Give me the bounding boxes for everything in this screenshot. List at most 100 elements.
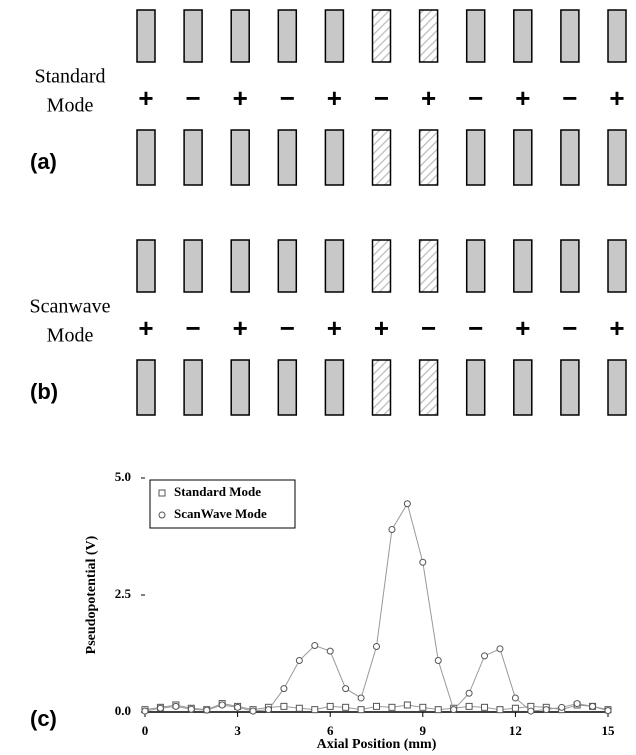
data-point bbox=[311, 642, 319, 650]
electrode bbox=[277, 9, 298, 63]
data-point bbox=[311, 706, 319, 714]
data-point bbox=[419, 558, 427, 566]
data-point bbox=[357, 706, 365, 714]
data-point bbox=[388, 703, 396, 711]
mode-label: Standard bbox=[34, 66, 105, 88]
electrode bbox=[513, 9, 533, 63]
polarity-sign: − bbox=[562, 83, 577, 113]
data-point bbox=[496, 706, 504, 714]
electrode bbox=[324, 129, 345, 186]
data-point bbox=[573, 700, 581, 708]
data-point bbox=[295, 704, 303, 712]
electrode bbox=[607, 9, 627, 63]
mode-label: Mode bbox=[47, 95, 94, 117]
legend-box bbox=[149, 479, 296, 529]
panel-label: (a) bbox=[30, 149, 57, 174]
data-point bbox=[172, 702, 180, 710]
polarity-sign: + bbox=[327, 313, 342, 343]
data-point bbox=[156, 704, 164, 712]
data-point bbox=[511, 694, 519, 702]
data-point bbox=[326, 647, 334, 655]
electrode bbox=[230, 239, 250, 293]
electrode bbox=[324, 239, 345, 293]
y-tick-label: 0.0 bbox=[115, 703, 131, 718]
data-point bbox=[357, 694, 365, 702]
electrode bbox=[418, 359, 439, 416]
data-point bbox=[465, 702, 473, 710]
electrode bbox=[465, 239, 486, 293]
polarity-sign: − bbox=[562, 313, 577, 343]
electrode bbox=[183, 239, 203, 293]
panel-label: (c) bbox=[30, 706, 57, 731]
electrode bbox=[560, 129, 580, 186]
electrode bbox=[183, 129, 203, 186]
electrode bbox=[465, 129, 486, 186]
polarity-sign: − bbox=[421, 313, 436, 343]
data-point bbox=[295, 657, 303, 665]
electrode bbox=[324, 9, 345, 63]
x-tick-label: 0 bbox=[142, 723, 149, 738]
electrode bbox=[371, 9, 392, 63]
electrode bbox=[136, 9, 156, 63]
electrode bbox=[136, 359, 156, 416]
electrode bbox=[371, 129, 392, 186]
polarity-sign: + bbox=[421, 83, 436, 113]
data-point bbox=[558, 703, 566, 711]
electrode bbox=[230, 9, 250, 63]
data-point bbox=[388, 525, 396, 533]
polarity-sign: − bbox=[468, 83, 483, 113]
polarity-sign: + bbox=[374, 313, 389, 343]
electrode bbox=[465, 9, 486, 63]
series-line bbox=[144, 502, 609, 712]
data-point bbox=[434, 706, 442, 714]
electrode bbox=[136, 129, 156, 186]
x-tick-label: 15 bbox=[602, 723, 616, 738]
y-tick-label: 5.0 bbox=[115, 469, 131, 484]
polarity-sign: + bbox=[138, 313, 153, 343]
polarity-sign: + bbox=[233, 313, 248, 343]
electrode bbox=[183, 359, 203, 416]
polarity-sign: + bbox=[609, 83, 624, 113]
electrode bbox=[277, 129, 298, 186]
data-point bbox=[342, 703, 350, 711]
electrode bbox=[277, 239, 298, 293]
polarity-sign: − bbox=[280, 83, 295, 113]
x-tick-label: 9 bbox=[420, 723, 427, 738]
x-tick-label: 12 bbox=[509, 723, 522, 738]
polarity-sign: + bbox=[609, 313, 624, 343]
legend-marker bbox=[158, 489, 166, 497]
data-point bbox=[280, 685, 288, 693]
x-axis-label: Axial Position (mm) bbox=[317, 737, 437, 752]
electrode bbox=[607, 359, 627, 416]
data-point bbox=[450, 706, 458, 714]
legend-marker bbox=[158, 511, 166, 519]
data-point bbox=[326, 702, 334, 710]
data-point bbox=[527, 707, 535, 715]
electrode bbox=[513, 129, 533, 186]
legend-label: ScanWave Mode bbox=[174, 506, 267, 521]
panel-label: (b) bbox=[30, 379, 58, 404]
electrode bbox=[277, 359, 298, 416]
electrode bbox=[560, 239, 580, 293]
data-point bbox=[403, 701, 411, 709]
electrode bbox=[560, 9, 580, 63]
data-point bbox=[496, 645, 504, 653]
data-point bbox=[203, 706, 211, 714]
data-point bbox=[141, 707, 149, 715]
data-point bbox=[481, 703, 489, 711]
electrode bbox=[513, 239, 533, 293]
x-tick-label: 6 bbox=[327, 723, 334, 738]
polarity-sign: + bbox=[327, 83, 342, 113]
data-point bbox=[373, 642, 380, 650]
data-point bbox=[465, 689, 473, 697]
mode-label: Mode bbox=[47, 325, 94, 347]
data-point bbox=[218, 701, 226, 709]
electrode bbox=[418, 239, 439, 293]
data-point bbox=[604, 707, 612, 715]
polarity-sign: − bbox=[374, 83, 389, 113]
electrode bbox=[183, 9, 203, 63]
electrode bbox=[136, 239, 156, 293]
electrode bbox=[230, 359, 250, 416]
data-point bbox=[187, 705, 195, 713]
